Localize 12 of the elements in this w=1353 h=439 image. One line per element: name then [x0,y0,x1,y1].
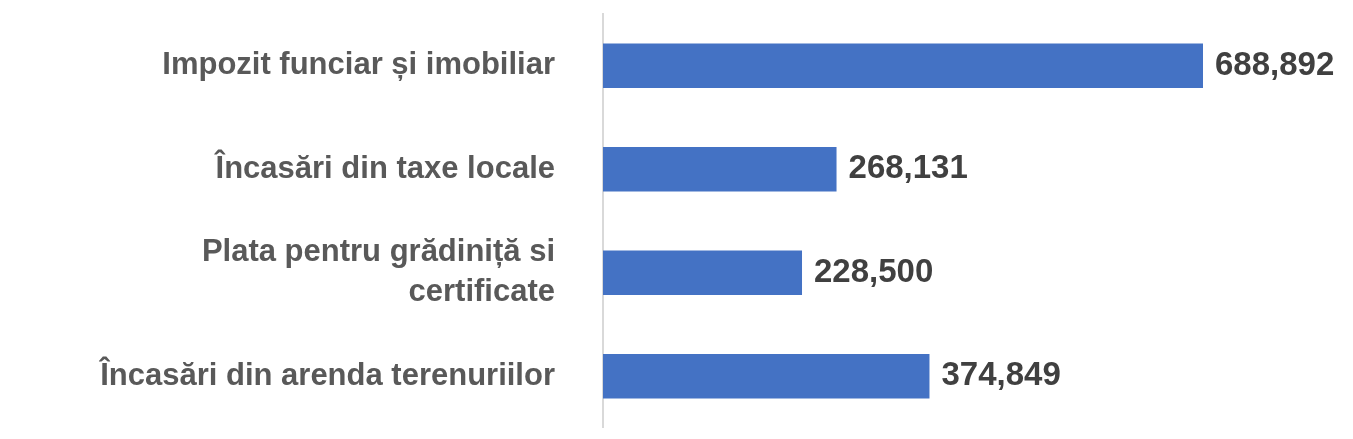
bar [603,147,837,192]
data-label: 374,849 [941,355,1061,393]
bar [603,43,1203,88]
y-tick-label: Impozit funciar și imobiliar [162,46,555,82]
data-label: 688,892 [1215,44,1335,82]
y-tick-label: Încasări din taxe locale [213,148,555,185]
data-label: 228,500 [814,251,934,289]
y-tick-label: Încasări din arenda terenuriilor [98,355,555,392]
data-label: 268,131 [848,148,968,186]
bar [603,250,803,295]
y-tick-label: Plata pentru grădiniță si certificate [201,233,555,309]
bar [603,354,930,399]
